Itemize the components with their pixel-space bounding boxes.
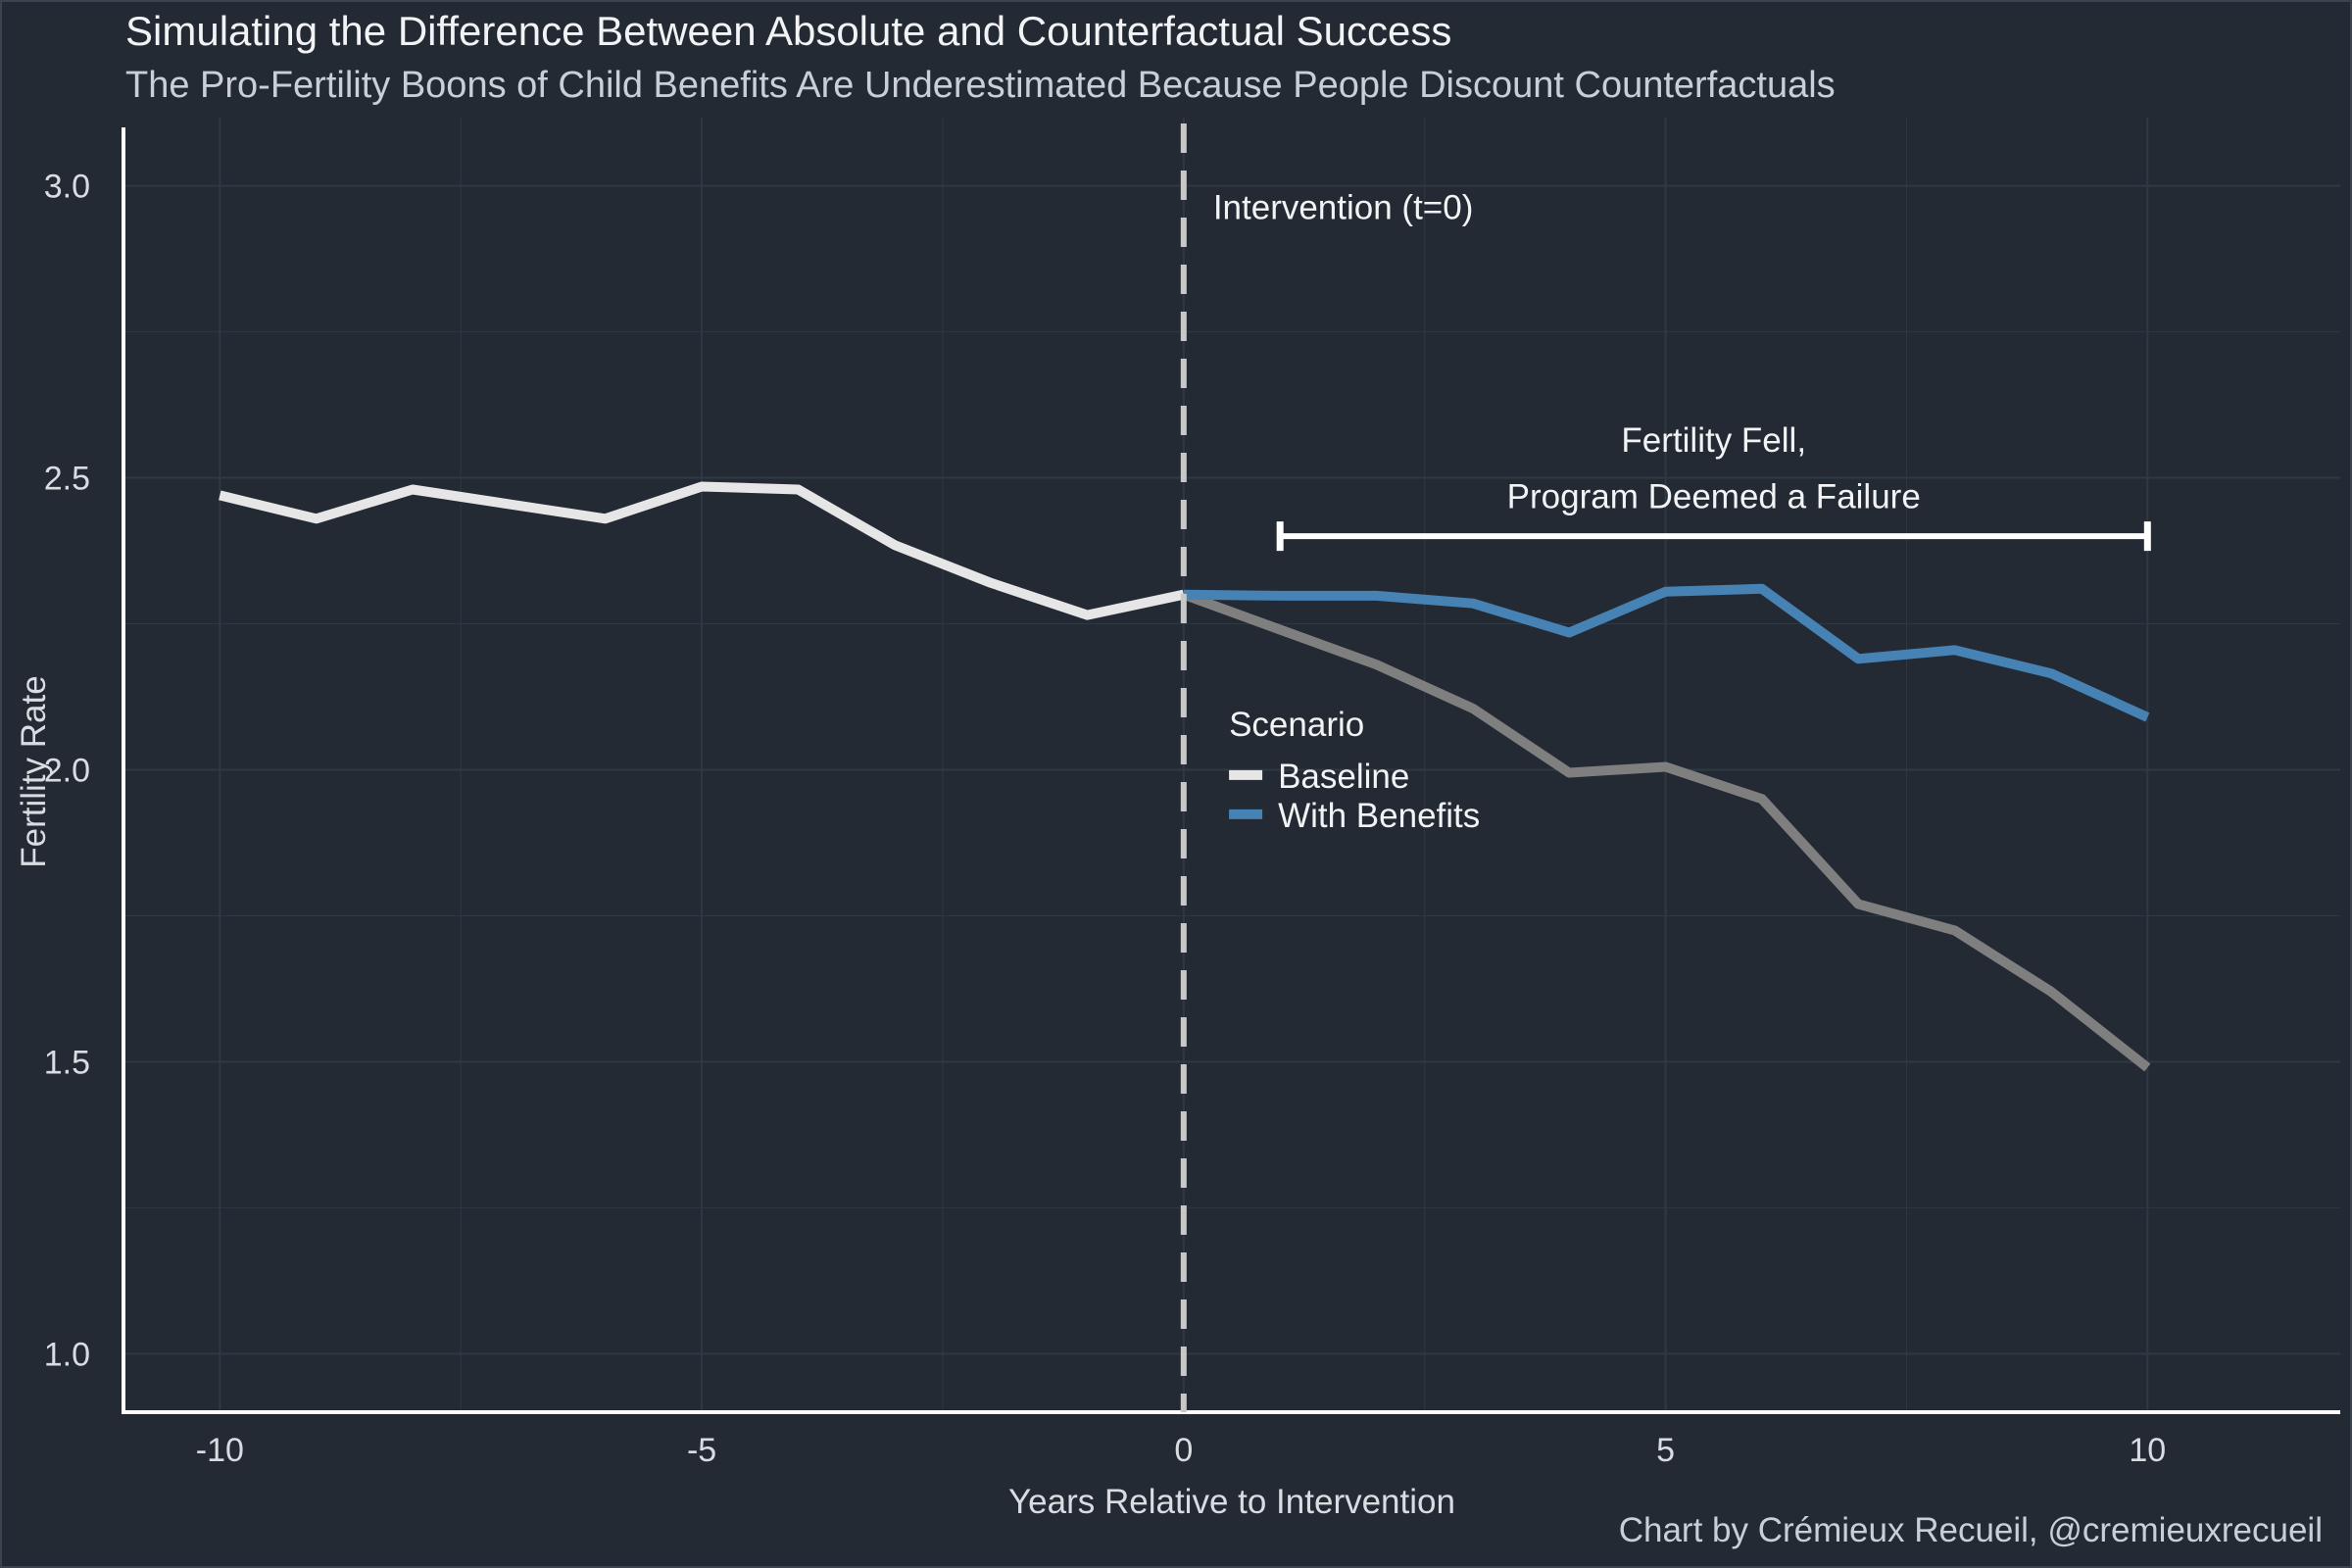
- legend-label: Baseline: [1278, 758, 1409, 796]
- bracket-label-line1: Fertility Fell,: [1621, 421, 1806, 460]
- y-tick-label: 1.0: [44, 1336, 90, 1373]
- x-tick-label: 5: [1656, 1432, 1675, 1469]
- axes: [122, 127, 2340, 1414]
- y-tick-label: 2.0: [44, 753, 90, 790]
- chart-title: Simulating the Difference Between Absolu…: [125, 8, 1452, 54]
- x-tick-label: 10: [2129, 1432, 2166, 1469]
- x-tick-label: -5: [687, 1432, 716, 1469]
- series-line-baseline-post: [1182, 590, 2151, 1072]
- series-line-with-benefits: [1183, 583, 2150, 722]
- x-tick-label: -10: [196, 1432, 244, 1469]
- chart-subtitle: The Pro-Fertility Boons of Child Benefit…: [125, 65, 1836, 106]
- grid-layer: [123, 118, 2340, 1412]
- x-tick-label: 0: [1174, 1432, 1193, 1469]
- x-axis-label: Years Relative to Intervention: [1008, 1483, 1455, 1521]
- series-line-baseline-pre: [219, 481, 1185, 620]
- y-tick-label: 3.0: [44, 169, 90, 206]
- legend-label: With Benefits: [1278, 797, 1480, 835]
- y-tick-label: 1.5: [44, 1044, 90, 1081]
- tick-labels: -10 -5 0 5 10 1.0 1.5 2.0 2.5 3.0 Years Relative t…: [15, 169, 2166, 1521]
- chart-caption: Chart by Crémieux Recueil, @cremieuxrecu…: [1618, 1511, 2323, 1549]
- legend-title: Scenario: [1229, 706, 1364, 744]
- intervention-label: Intervention (t=0): [1213, 188, 1474, 226]
- bracket-label-line2: Program Deemed a Failure: [1507, 477, 1921, 515]
- y-tick-label: 2.5: [44, 461, 90, 498]
- series-layer: [219, 481, 2151, 1072]
- annotations: Intervention (t=0) Fertility Fell, Program…: [1180, 123, 2151, 1412]
- y-axis-label: Fertility Rate: [15, 675, 53, 867]
